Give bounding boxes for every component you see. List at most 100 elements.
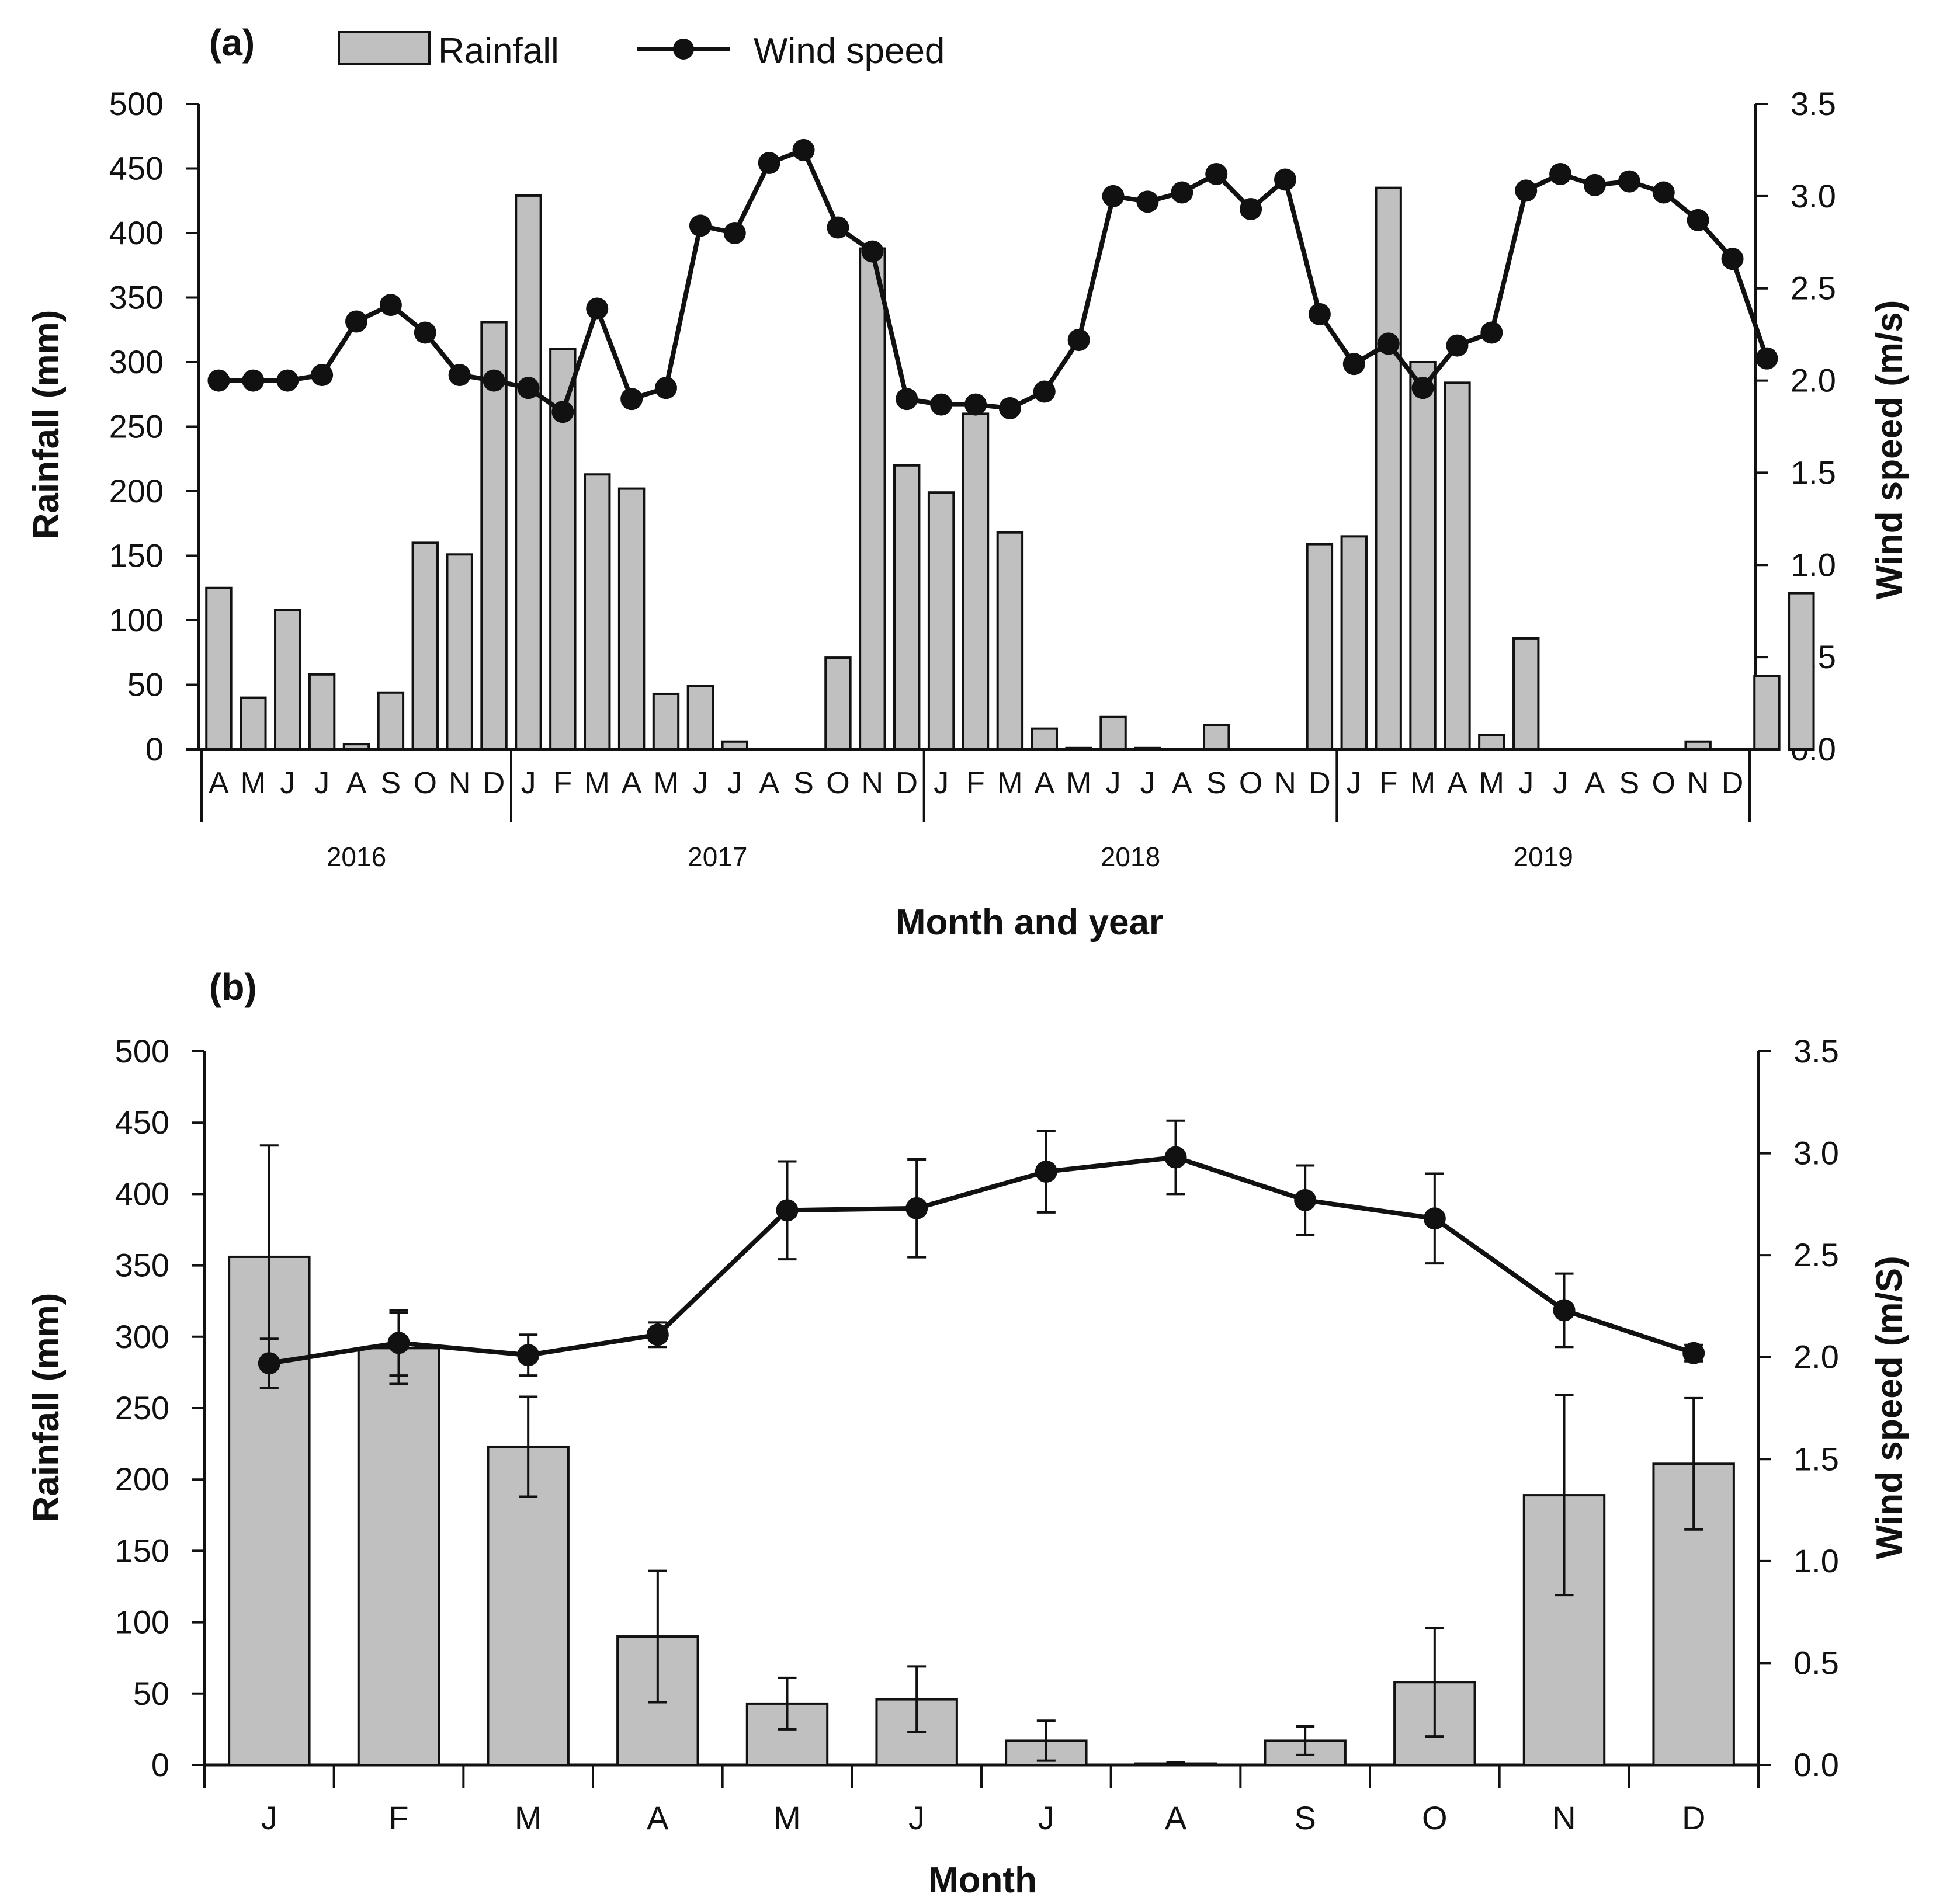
panel-a-rainfall-bar-36 xyxy=(1444,381,1471,751)
panel-a-xtick-label-31: N xyxy=(1274,766,1296,800)
panel-a-xtick-label-16: A xyxy=(759,766,779,800)
panel-b-xtick-label-4: M xyxy=(773,1799,801,1836)
panel-a-wind-point-34 xyxy=(1377,332,1400,355)
panel-b-xtick-label-10: N xyxy=(1552,1799,1576,1836)
panel-a-wind-point-43 xyxy=(1687,209,1709,231)
panel-a-wind-point-12 xyxy=(620,388,643,411)
panel-b-rainfall-error-9 xyxy=(1425,1627,1444,1738)
panel-a-rainfall-bar-25 xyxy=(1065,746,1092,751)
panel-a-rainfall-bar-29 xyxy=(1203,724,1230,751)
panel-b-ytick-left-label: 400 xyxy=(115,1175,169,1212)
panel-a-xtick-label-12: A xyxy=(622,766,642,800)
panel-a-xtick-label-0: A xyxy=(209,766,229,800)
panel-a-rainfall-bar-40 xyxy=(1581,748,1609,751)
panel-b-ylabel-right: Wind speed (m/S) xyxy=(1869,1256,1910,1559)
panel-a-wind-point-37 xyxy=(1480,321,1503,344)
panel-b-rainfall-error-7 xyxy=(1166,1761,1185,1766)
panel-b-wind-point-1 xyxy=(387,1332,410,1354)
panel-a-wind-point-32 xyxy=(1308,303,1331,325)
panel-a-xtick-label-33: J xyxy=(1347,766,1362,800)
panel-a-wind-point-3 xyxy=(311,364,334,387)
panel-a-rainfall-bar-23 xyxy=(996,531,1024,751)
panel-a-rainfall-bar-17 xyxy=(790,748,817,751)
panel-b-ytick-left-label: 500 xyxy=(115,1033,169,1069)
panel-a-rainfall-bar-45 xyxy=(1753,675,1781,751)
panel-b-wind-point-3 xyxy=(646,1323,669,1346)
panel-a-xtick-label-41: S xyxy=(1619,766,1640,800)
panel-a-label: (a) xyxy=(209,22,255,64)
panel-b-ytick-right-label: 3.0 xyxy=(1793,1135,1839,1172)
legend-wind-label: Wind speed xyxy=(754,31,945,71)
panel-a-year-label-2019: 2019 xyxy=(1513,842,1573,872)
panel-a-rainfall-bar-32 xyxy=(1306,543,1334,751)
panel-a-wind-point-25 xyxy=(1067,329,1090,352)
panel-a-ytick-left-label: 350 xyxy=(109,279,164,316)
panel-a-rainfall-bar-28 xyxy=(1168,748,1196,751)
panel-b-wind-point-7 xyxy=(1164,1146,1187,1169)
panel-a-rainfall-bar-26 xyxy=(1099,715,1127,751)
panel-a-ytick-left-label: 100 xyxy=(109,602,164,638)
panel-a-xtick-label-4: A xyxy=(346,766,367,800)
panel-a-xtick-label-20: D xyxy=(896,766,918,800)
panel-b-rainfall-error-3 xyxy=(648,1569,667,1704)
panel-a-xtick-label-17: S xyxy=(793,766,814,800)
panel-b-rainfall-error-6 xyxy=(1036,1719,1056,1762)
panel-a-rainfall-bar-0 xyxy=(205,586,233,751)
legend-wind-marker xyxy=(673,39,694,60)
panel-a-ytick-left-label: 50 xyxy=(127,666,164,703)
panel-a-ylabel-left: Rainfall (mm) xyxy=(26,310,67,540)
panel-a-wind-point-22 xyxy=(964,393,987,416)
panel-a-xtick-label-28: A xyxy=(1172,766,1192,800)
panel-a-rainfall-bar-46 xyxy=(1788,592,1815,751)
panel-a-wind-point-19 xyxy=(861,240,884,263)
panel-a-wind-point-45 xyxy=(1755,347,1778,370)
panel-a-ytick-left-label: 150 xyxy=(109,537,164,574)
panel-b-xtick-label-7: A xyxy=(1165,1799,1187,1836)
panel-a-wind-point-23 xyxy=(998,397,1021,419)
panel-a-xtick-label-39: J xyxy=(1553,766,1568,800)
panel-a-rainfall-bar-12 xyxy=(617,487,646,751)
panel-a-rainfall-bar-42 xyxy=(1650,748,1677,751)
panel-b-xtick-label-8: S xyxy=(1294,1799,1316,1836)
panel-a-wind-point-0 xyxy=(207,369,230,392)
panel-a-xtick-label-35: M xyxy=(1410,766,1435,800)
panel-b-rainfall-error-5 xyxy=(907,1665,927,1733)
panel-a-rainfall-bar-11 xyxy=(584,473,611,751)
panel-a-xtick-label-15: J xyxy=(727,766,742,800)
panel-b-xtick-label-2: M xyxy=(515,1799,542,1836)
panel-b-xtick-label-5: J xyxy=(908,1799,925,1836)
panel-a-wind-point-20 xyxy=(896,388,918,411)
panel-b-ytick-left-label: 450 xyxy=(115,1104,169,1141)
panel-a-xtick-label-36: A xyxy=(1447,766,1467,800)
panel-a-rainfall-bar-8 xyxy=(480,321,508,751)
panel-a-xtick-label-38: J xyxy=(1518,766,1533,800)
legend-rainfall-swatch xyxy=(338,31,431,65)
panel-b-wind-point-8 xyxy=(1294,1189,1317,1211)
panel-a-xtick-label-26: J xyxy=(1106,766,1121,800)
panel-a-xtick-label-18: O xyxy=(826,766,849,800)
panel-b-xtick-label-0: J xyxy=(261,1799,277,1836)
panel-b: (b) Rainfall (mm) Wind speed (m/S) Month… xyxy=(26,966,1910,1900)
panel-a-xtick-label-6: O xyxy=(414,766,437,800)
panel-b-rainfall-error-11 xyxy=(1684,1396,1703,1531)
panel-a-xtick-label-3: J xyxy=(314,766,329,800)
panel-b-wind-point-0 xyxy=(258,1352,280,1375)
panel-b-rainfall-bar-2 xyxy=(487,1445,570,1767)
panel-a-xtick-label-5: S xyxy=(381,766,401,800)
panel-b-ytick-left-label: 200 xyxy=(115,1461,169,1498)
panel-b-ytick-left-label: 300 xyxy=(115,1318,169,1355)
panel-a-rainfall-bar-43 xyxy=(1684,740,1712,751)
panel-b-wind-point-11 xyxy=(1682,1342,1705,1364)
panel-a-rainfall-bar-5 xyxy=(377,691,405,751)
panel-a-wind-point-42 xyxy=(1652,181,1675,204)
panel-a-rainfall-bar-18 xyxy=(824,656,852,751)
panel-a-wind-point-6 xyxy=(414,321,436,344)
panel-a-wind-line xyxy=(218,147,1769,415)
panel-a-rainfall-bar-34 xyxy=(1375,186,1402,751)
panel-a-xtick-label-25: M xyxy=(1066,766,1091,800)
panel-b-label: (b) xyxy=(209,966,257,1008)
panel-a-wind-point-33 xyxy=(1342,353,1365,376)
panel-a-rainfall-bar-35 xyxy=(1409,361,1437,751)
panel-a-rainfall-bar-9 xyxy=(515,194,542,751)
